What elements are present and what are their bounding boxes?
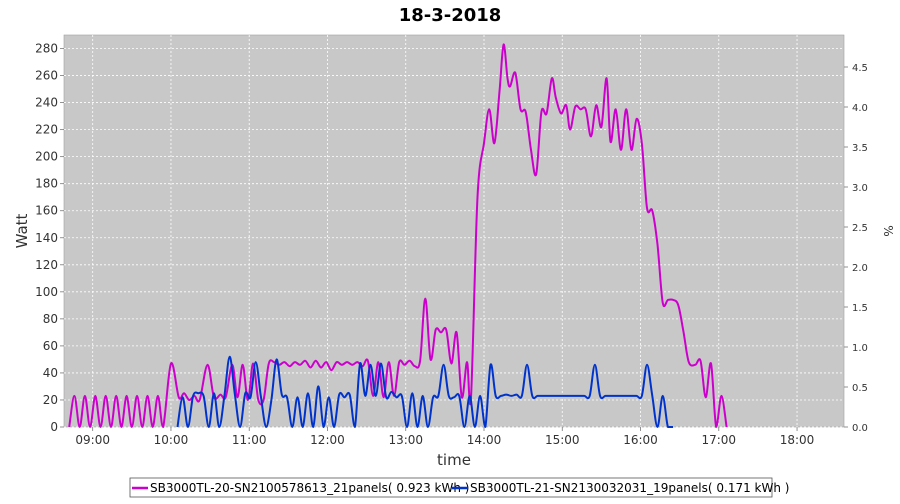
y-tick-label: 100 — [35, 285, 58, 299]
x-tick-label: 17:00 — [701, 433, 736, 447]
y-tick-label: 220 — [35, 123, 58, 137]
x-axis-title: time — [437, 451, 471, 469]
legend: SB3000TL-20-SN2100578613_21panels( 0.923… — [129, 477, 789, 498]
legend-box — [129, 477, 773, 498]
x-tick-label: 15:00 — [545, 433, 580, 447]
y-axis-left: 0 20 40 60 80 100 120 140 160 180 200 220 240 260 280 — [35, 42, 64, 434]
y2-tick-label: 1.5 — [852, 303, 868, 314]
x-tick-label: 10:00 — [154, 433, 189, 447]
y2-tick-label: 0.5 — [852, 383, 868, 394]
plot-area — [63, 34, 845, 428]
chart-title: 18-3-2018 — [399, 5, 502, 26]
y2-tick-label: 0.0 — [852, 423, 868, 434]
legend-label-series-1: SB3000TL-20-SN2100578613_21panels( 0.923… — [150, 481, 469, 495]
y2-axis-title: % — [881, 225, 895, 236]
y-tick-label: 280 — [35, 42, 58, 56]
y2-tick-label: 2.0 — [852, 263, 868, 274]
x-tick-label: 12:00 — [310, 433, 345, 447]
y-tick-label: 0 — [50, 420, 58, 434]
series-line-2 — [176, 355, 674, 428]
y-tick-label: 180 — [35, 177, 58, 191]
y2-tick-label: 3.0 — [852, 183, 868, 194]
legend-label-series-2: SB3000TL-21-SN2130032031_19panels( 0.171… — [470, 481, 789, 495]
x-axis: 09:00 10:00 11:00 12:00 13:00 14:00 15:00 16:00… — [75, 427, 814, 447]
y-axis-title: Watt — [13, 213, 31, 248]
y-tick-label: 80 — [43, 312, 58, 326]
y-tick-label: 60 — [43, 339, 58, 353]
y2-tick-label: 2.5 — [852, 223, 868, 234]
y-tick-label: 140 — [35, 231, 58, 245]
x-tick-label: 11:00 — [232, 433, 267, 447]
y2-tick-label: 4.5 — [852, 63, 868, 74]
y-tick-label: 200 — [35, 150, 58, 164]
y2-tick-label: 3.5 — [852, 143, 868, 154]
x-tick-label: 18:00 — [780, 433, 815, 447]
y-tick-label: 240 — [35, 96, 58, 110]
y-tick-label: 20 — [43, 393, 58, 407]
grid-lines — [64, 35, 844, 428]
x-tick-label: 09:00 — [75, 433, 110, 447]
y-tick-label: 40 — [43, 366, 58, 380]
y-tick-label: 120 — [35, 258, 58, 272]
x-tick-label: 14:00 — [467, 433, 502, 447]
series-line-1 — [68, 43, 728, 428]
y-axis-right: 0.0 0.5 1.0 1.5 2.0 2.5 3.0 3.5 4.0 4.5 — [844, 63, 868, 434]
y-tick-label: 160 — [35, 204, 58, 218]
y2-tick-label: 1.0 — [852, 343, 868, 354]
x-tick-label: 16:00 — [623, 433, 658, 447]
x-tick-label: 13:00 — [388, 433, 423, 447]
series-lines — [68, 43, 728, 428]
y2-tick-label: 4.0 — [852, 103, 868, 114]
y-tick-label: 260 — [35, 69, 58, 83]
